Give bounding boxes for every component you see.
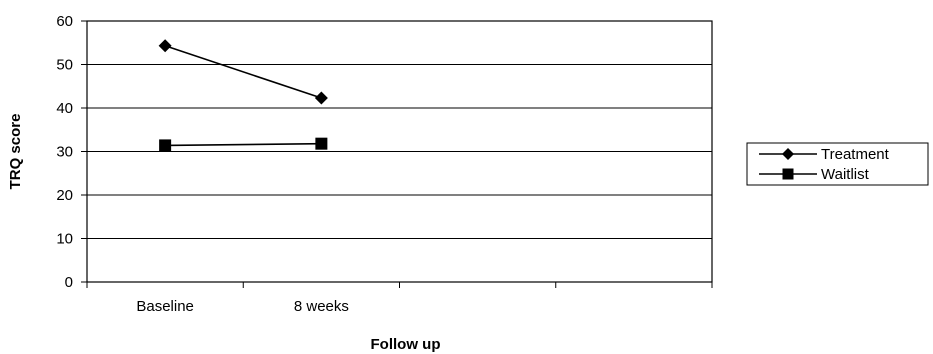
legend-entries: Treatment Waitlist <box>759 146 890 183</box>
y-axis-ticks: 0 10 20 30 40 50 60 <box>56 13 87 291</box>
y-tick-label: 10 <box>56 231 73 248</box>
y-tick-label: 60 <box>56 13 73 30</box>
data-point <box>314 91 328 105</box>
legend-marker <box>782 148 794 160</box>
x-axis-ticks: Baseline 8 weeks <box>86 282 713 315</box>
series-treatment <box>158 39 328 105</box>
legend-box <box>746 142 929 186</box>
y-tick-label: 50 <box>56 57 73 74</box>
y-tick-label: 0 <box>65 274 73 291</box>
legend: Treatment Waitlist <box>746 142 929 186</box>
x-tick-label: 8 weeks <box>294 298 349 315</box>
legend-label: Waitlist <box>821 166 870 183</box>
data-point <box>158 39 172 53</box>
data-point <box>315 137 328 150</box>
x-tick-label: Baseline <box>136 298 194 315</box>
series-waitlist <box>159 137 328 152</box>
legend-entry-waitlist: Waitlist <box>759 166 870 183</box>
legend-entry-treatment: Treatment <box>759 146 890 163</box>
legend-label: Treatment <box>821 146 890 163</box>
y-tick-label: 30 <box>56 144 73 161</box>
y-tick-label: 20 <box>56 187 73 204</box>
x-axis-title: Follow up <box>371 336 441 353</box>
y-axis-title: TRQ score <box>7 114 24 190</box>
y-tick-label: 40 <box>56 100 73 117</box>
legend-marker <box>782 168 794 180</box>
gridlines <box>87 64 712 239</box>
series-lines <box>158 39 328 152</box>
series-line <box>165 142 322 147</box>
data-point <box>159 139 172 152</box>
series-line <box>164 45 322 99</box>
